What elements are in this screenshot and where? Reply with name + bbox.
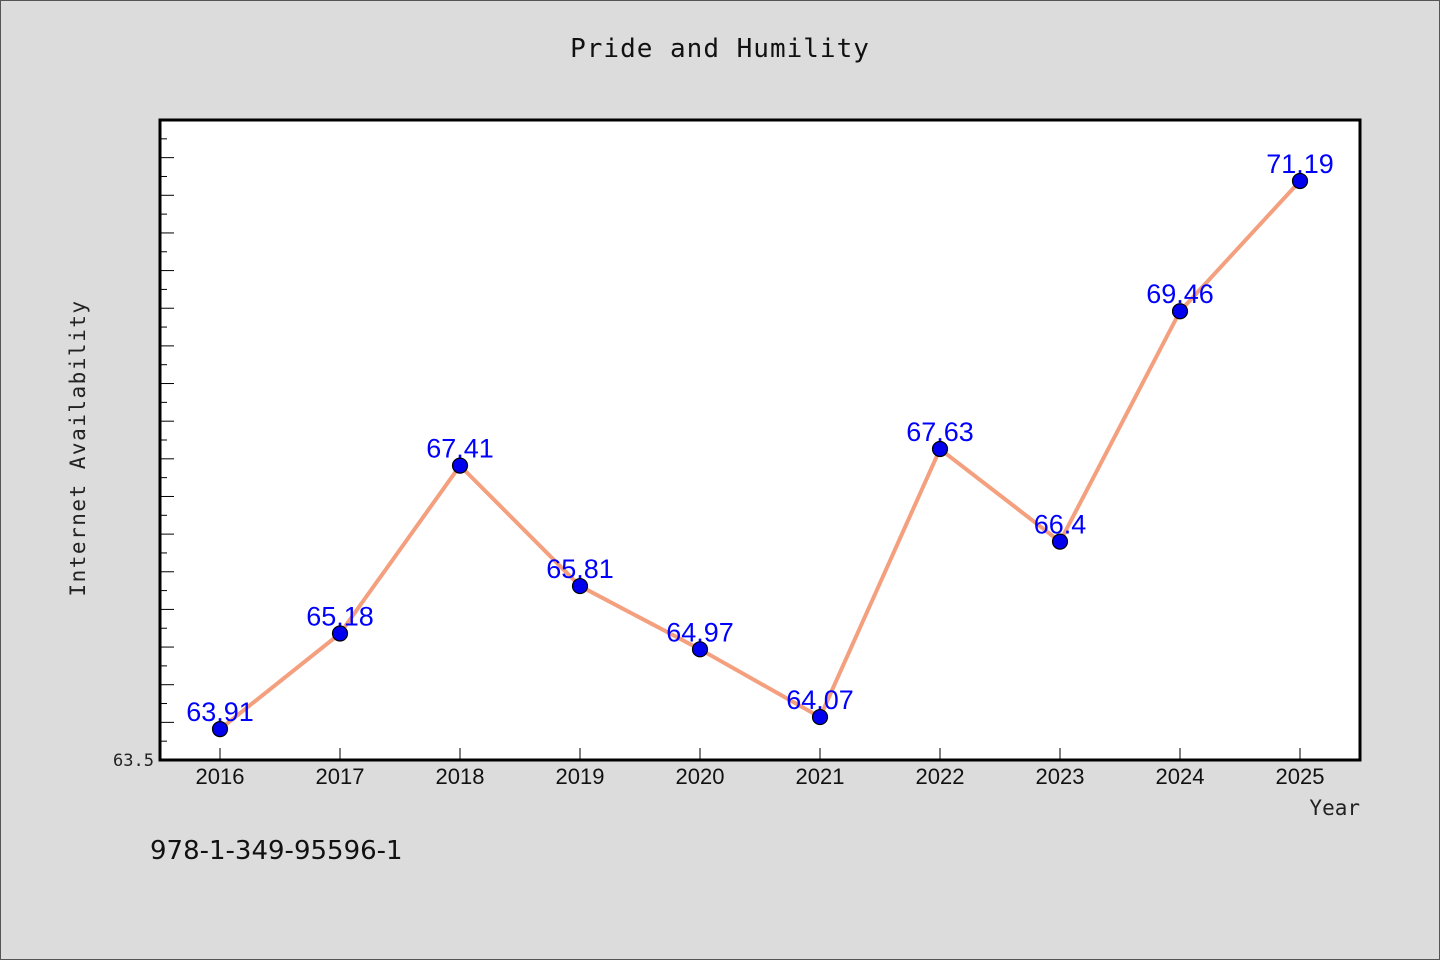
- x-axis: 2016 2017 2018 2019 2020 2021 2022 2023 2024 2025: [196, 748, 1325, 789]
- x-tick-label: 2024: [1156, 764, 1205, 789]
- plot-area: [158, 118, 1362, 762]
- y-axis: 63.5: [113, 119, 174, 771]
- x-tick-label: 2016: [196, 764, 245, 789]
- data-point: [1051, 533, 1069, 550]
- data-point: [451, 457, 469, 474]
- data-point: [1171, 303, 1189, 320]
- data-point: [211, 721, 229, 738]
- data-point: [931, 440, 949, 458]
- data-label: 67.41: [426, 434, 494, 464]
- markers-group: [211, 172, 1309, 738]
- data-label: 65.18: [306, 602, 374, 632]
- data-label: 69.46: [1146, 279, 1214, 309]
- series-line: [218, 178, 1302, 732]
- data-label: 64.07: [786, 685, 854, 715]
- data-label: 63.91: [186, 697, 254, 727]
- x-tick-label: 2021: [796, 764, 845, 789]
- y-tick-label: 63.5: [113, 751, 154, 771]
- data-label: 67.63: [906, 417, 974, 447]
- series-line-group: [218, 178, 1302, 732]
- data-label: 64.97: [666, 617, 734, 647]
- chart-title: Pride and Humility: [570, 34, 870, 64]
- x-tick-label: 2022: [916, 764, 965, 789]
- data-point: [571, 577, 589, 595]
- isbn-text: 978-1-349-95596-1: [150, 836, 403, 866]
- data-point: [811, 708, 829, 726]
- x-axis-label: Year: [1309, 796, 1360, 820]
- x-tick-label: 2019: [556, 764, 605, 789]
- data-point: [691, 641, 709, 658]
- x-tick-label: 2017: [316, 764, 365, 789]
- data-label: 71.19: [1266, 149, 1334, 179]
- x-tick-label: 2018: [436, 764, 485, 789]
- data-point: [331, 625, 349, 642]
- data-labels-group: 63.91 65.18 67.41 65.81 64.97 64.07 67.63 66.4 6…: [186, 149, 1334, 727]
- x-tick-label: 2020: [676, 764, 725, 789]
- data-label: 66.4: [1034, 510, 1087, 540]
- x-tick-label: 2025: [1276, 764, 1325, 789]
- x-tick-label: 2023: [1036, 764, 1085, 789]
- data-label: 65.81: [546, 554, 614, 584]
- data-point: [1291, 172, 1309, 190]
